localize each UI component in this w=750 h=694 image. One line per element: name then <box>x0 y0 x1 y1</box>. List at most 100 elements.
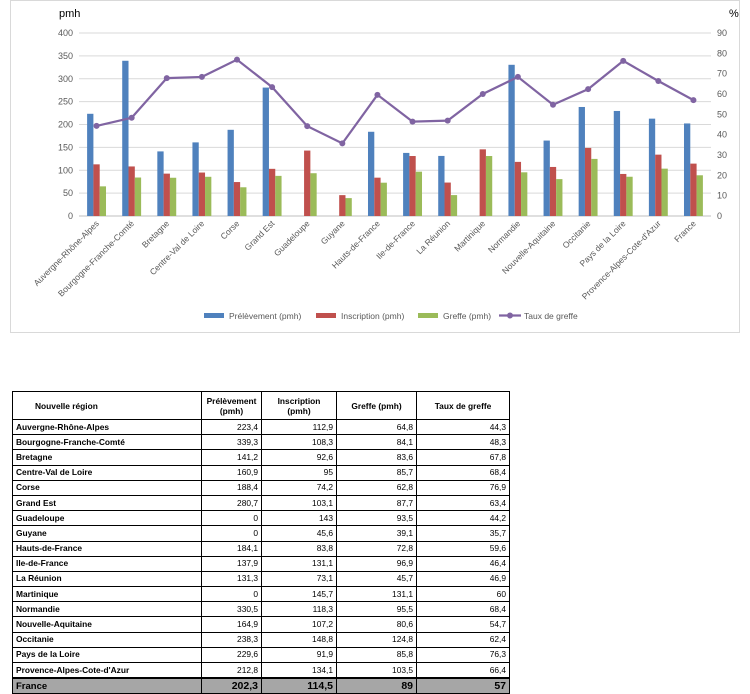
cell-prelevement: 0 <box>201 525 262 542</box>
chart-frame: pmh% 0 50 100 150 200 250 300 350 400 0 10 20 30 40 50 6… <box>10 0 740 333</box>
cell-greffe: 39,1 <box>336 525 417 542</box>
bar-inscription <box>93 164 100 216</box>
bar-prelevement <box>122 60 129 216</box>
region-data-table: Nouvelle région Prélèvement (pmh) Inscri… <box>12 391 510 694</box>
cell-region: Guyane <box>12 525 202 542</box>
taux-de-greffe-point <box>690 97 697 104</box>
y-tick-label-left: 150 <box>58 142 73 152</box>
cell-inscription: 45,6 <box>261 525 337 542</box>
bar-greffe <box>696 175 703 216</box>
bar-inscription <box>374 177 381 216</box>
header-inscription: Inscription (pmh) <box>261 391 337 420</box>
legend-label: Prélèvement (pmh) <box>229 311 301 321</box>
cell-prelevement: 0 <box>201 586 262 603</box>
cell-greffe: 62,8 <box>336 479 417 496</box>
cell-region: Ile-de-France <box>12 555 202 572</box>
cell-taux: 76,9 <box>416 479 510 496</box>
cell-prelevement: 339,3 <box>201 434 262 451</box>
x-tick-label: Auvergne-Rhône-Alpes <box>31 218 101 288</box>
legend-swatch <box>316 313 336 318</box>
y-tick-label-left: 200 <box>58 120 73 130</box>
cell-inscription: 74,2 <box>261 479 337 496</box>
bar-greffe <box>450 195 458 216</box>
y-tick-label-left: 250 <box>58 97 73 107</box>
table-row: Centre-Val de Loire 160,9 95 85,7 68,4 <box>12 464 510 481</box>
bar-inscription <box>514 161 522 216</box>
bar-inscription <box>479 149 486 216</box>
legend-swatch <box>204 313 224 318</box>
cell-greffe: 72,8 <box>336 540 417 557</box>
cell-greffe: 45,7 <box>336 570 417 588</box>
bar-greffe <box>240 187 247 216</box>
table-row: Occitanie 238,3 148,8 124,8 62,4 <box>12 631 510 648</box>
table-row: Normandie 330,5 118,3 95,5 68,4 <box>12 601 510 618</box>
cell-inscription: 108,3 <box>261 434 337 451</box>
x-tick-label: Grand Est <box>242 218 277 253</box>
cell-prelevement: 141,2 <box>201 449 262 466</box>
cell-region: Centre-Val de Loire <box>12 464 202 481</box>
taux-de-greffe-line <box>96 58 694 145</box>
cell-region: Auvergne-Rhône-Alpes <box>12 418 202 436</box>
cell-prelevement: 131,3 <box>201 570 262 588</box>
cell-region: Grand Est <box>12 494 202 512</box>
table-row: Grand Est 280,7 103,1 87,7 63,4 <box>12 494 510 512</box>
header-region: Nouvelle région <box>12 391 202 420</box>
cell-inscription: 134,1 <box>261 662 337 679</box>
cell-region: Pays de la Loire <box>12 646 202 664</box>
bar-prelevement <box>367 131 375 216</box>
cell-inscription: 103,1 <box>261 494 337 512</box>
table-row: Bretagne 141,2 92,6 83,6 67,8 <box>12 449 510 466</box>
y-tick-label-left: 50 <box>63 188 73 198</box>
y-tick-label-right: 40 <box>717 130 727 140</box>
y-tick-label-right: 50 <box>717 109 727 119</box>
taux-de-greffe-point <box>304 123 311 130</box>
cell-prelevement: 164,9 <box>201 616 262 633</box>
bar-greffe <box>169 177 177 216</box>
bar-greffe <box>556 179 563 216</box>
bar-inscription <box>655 154 662 216</box>
cell-prelevement: 229,6 <box>201 646 262 664</box>
taux-de-greffe-point <box>234 56 240 63</box>
taux-de-greffe-point <box>269 84 276 91</box>
y-tick-label-left: 100 <box>58 165 73 175</box>
bar-prelevement <box>543 140 550 216</box>
cell-inscription: 95 <box>261 464 337 481</box>
bar-inscription <box>444 182 451 216</box>
bar-prelevement <box>648 118 656 216</box>
cell-taux: 76,3 <box>416 646 510 664</box>
cell-taux: 60 <box>416 586 510 603</box>
cell-taux: 35,7 <box>416 525 510 542</box>
taux-de-greffe-point <box>444 117 451 124</box>
bar-inscription <box>409 156 416 216</box>
bar-greffe <box>591 158 598 216</box>
table-row: Guadeloupe 0 143 93,5 44,2 <box>12 510 510 527</box>
legend-label: Greffe (pmh) <box>443 311 491 321</box>
bar-greffe <box>415 171 423 216</box>
legend-label: Taux de greffe <box>524 311 578 321</box>
y-tick-label-left: 300 <box>58 74 73 84</box>
cell-greffe: 80,6 <box>336 616 417 633</box>
cell-region: Bourgogne-Franche-Comté <box>12 434 202 451</box>
x-tick-label: La Réunion <box>414 218 452 256</box>
bar-prelevement <box>227 129 234 216</box>
bar-prelevement <box>438 155 445 216</box>
cell-greffe: 124,8 <box>336 631 417 648</box>
cell-greffe: 84,1 <box>336 434 417 451</box>
y-tick-label-right: 30 <box>717 150 727 160</box>
bar-prelevement <box>578 106 585 216</box>
cell-taux: 54,7 <box>416 616 510 633</box>
cell-inscription: 83,8 <box>261 540 337 557</box>
table-row: Corse 188,4 74,2 62,8 76,9 <box>12 479 510 496</box>
bar-inscription <box>620 173 627 216</box>
cell-inscription: 92,6 <box>261 449 337 466</box>
bar-prelevement <box>157 151 164 216</box>
cell-region: Provence-Alpes-Cote-d'Azur <box>12 662 202 679</box>
bar-inscription <box>198 172 206 216</box>
cell-region: Hauts-de-France <box>12 540 202 557</box>
cell-inscription: 145,7 <box>261 586 337 603</box>
y-tick-label-right: 0 <box>717 211 722 221</box>
y-tick-label-right: 70 <box>717 69 727 79</box>
taux-de-greffe-point <box>550 101 556 108</box>
cell-region: Nouvelle-Aquitaine <box>12 616 202 633</box>
bar-inscription <box>584 147 592 216</box>
